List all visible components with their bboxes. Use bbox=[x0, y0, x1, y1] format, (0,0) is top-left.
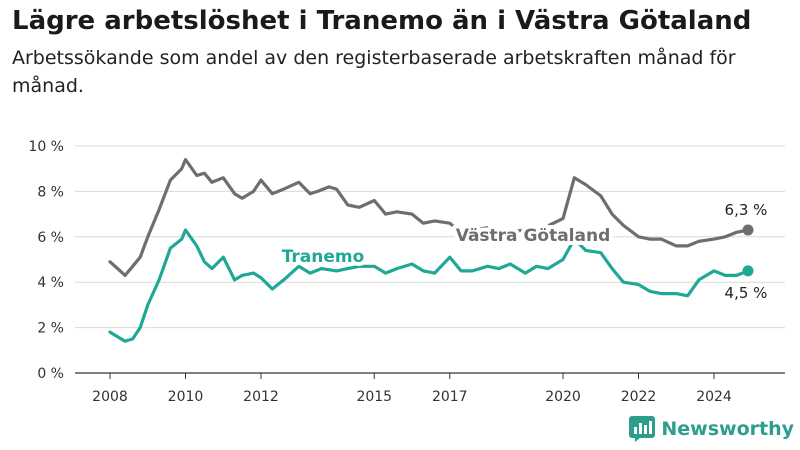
end-value-label: 4,5 % bbox=[725, 284, 768, 302]
series-line-tranemo bbox=[108, 228, 750, 343]
x-tick-label: 2015 bbox=[356, 389, 392, 405]
series-label-halo: Tranemo bbox=[282, 247, 365, 267]
x-tick-label: 2017 bbox=[432, 389, 468, 405]
end-value-label: 6,3 % bbox=[725, 201, 768, 219]
y-tick-label: 4 % bbox=[37, 275, 64, 291]
x-tick-label: 2024 bbox=[696, 389, 732, 405]
y-tick-label: 2 % bbox=[37, 321, 64, 337]
series-line-vastra-gotaland bbox=[108, 158, 750, 277]
chart-subtitle: Arbetssökande som andel av den registerb… bbox=[12, 47, 736, 97]
y-tick-label: 8 % bbox=[37, 184, 64, 200]
grid bbox=[75, 145, 785, 374]
brand-logo: Newsworthy bbox=[629, 416, 794, 442]
x-tick-label: 2020 bbox=[545, 389, 581, 405]
x-tick-label: 2010 bbox=[168, 389, 204, 405]
x-tick-label: 2012 bbox=[243, 389, 279, 405]
x-axis: 2008 2010 2012 2015 2017 2020 2022 2024 bbox=[92, 373, 732, 405]
x-tick-label: 2022 bbox=[621, 389, 657, 405]
series-lines bbox=[108, 158, 754, 343]
end-point-marker bbox=[742, 224, 754, 236]
brand-name: Newsworthy bbox=[661, 418, 794, 440]
x-tick-label: 2008 bbox=[92, 389, 128, 405]
y-axis: 0 % 2 % 4 % 6 % 8 % 10 % bbox=[28, 139, 64, 382]
bar-chart-logo-icon bbox=[629, 416, 656, 442]
end-point-marker bbox=[742, 265, 754, 277]
y-tick-label: 10 % bbox=[28, 139, 64, 155]
series-label-halo: Västra Götaland bbox=[456, 226, 611, 246]
y-tick-label: 6 % bbox=[37, 230, 64, 246]
series-name-label: Tranemo bbox=[282, 247, 365, 267]
chart-title: Lägre arbetslöshet i Tranemo än i Västra… bbox=[12, 6, 752, 36]
series-name-label: Västra Götaland bbox=[456, 226, 611, 246]
y-tick-label: 0 % bbox=[37, 366, 64, 382]
